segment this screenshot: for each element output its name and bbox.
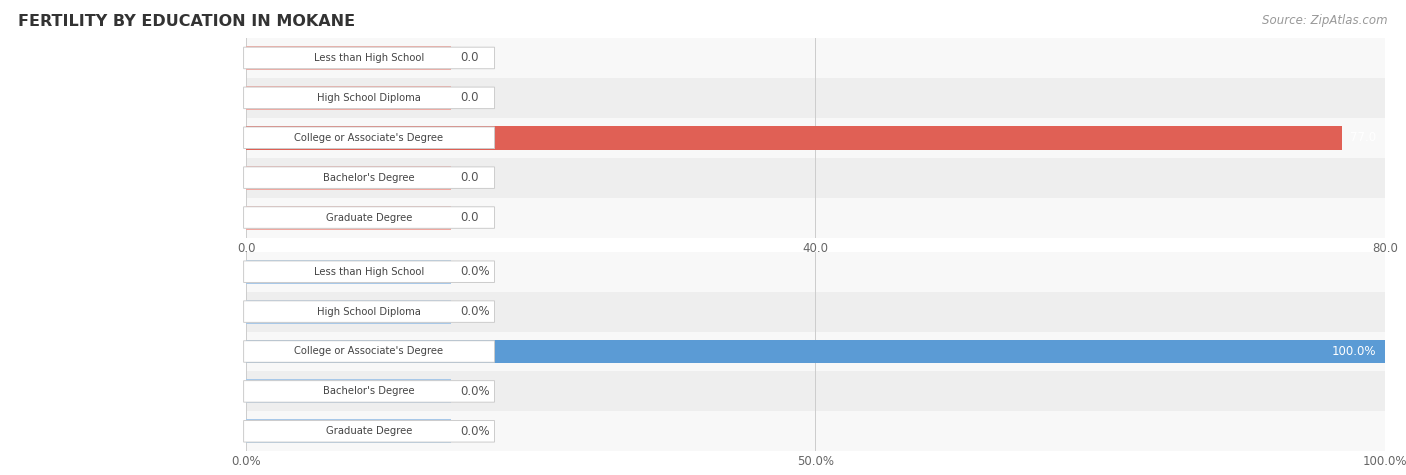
FancyBboxPatch shape xyxy=(246,38,1385,78)
FancyBboxPatch shape xyxy=(243,87,495,109)
Bar xyxy=(246,380,451,403)
Text: 0.0%: 0.0% xyxy=(460,305,489,318)
Text: 0.0: 0.0 xyxy=(460,171,478,184)
Text: 0.0: 0.0 xyxy=(460,91,478,104)
Bar xyxy=(246,86,451,110)
Text: 0.0%: 0.0% xyxy=(460,385,489,398)
FancyBboxPatch shape xyxy=(246,158,1385,198)
FancyBboxPatch shape xyxy=(246,371,1385,411)
Bar xyxy=(246,340,1385,363)
Bar xyxy=(246,126,1343,150)
FancyBboxPatch shape xyxy=(243,380,495,402)
Text: College or Associate's Degree: College or Associate's Degree xyxy=(294,346,444,357)
Text: High School Diploma: High School Diploma xyxy=(318,306,420,317)
FancyBboxPatch shape xyxy=(246,252,1385,292)
Text: Source: ZipAtlas.com: Source: ZipAtlas.com xyxy=(1263,14,1388,27)
FancyBboxPatch shape xyxy=(243,301,495,323)
Bar xyxy=(246,166,451,190)
FancyBboxPatch shape xyxy=(243,207,495,228)
Text: 0.0%: 0.0% xyxy=(460,425,489,438)
FancyBboxPatch shape xyxy=(246,78,1385,118)
Bar xyxy=(246,419,451,443)
Text: Less than High School: Less than High School xyxy=(314,266,425,277)
Text: Bachelor's Degree: Bachelor's Degree xyxy=(323,386,415,397)
Text: 0.0%: 0.0% xyxy=(460,265,489,278)
FancyBboxPatch shape xyxy=(246,198,1385,238)
FancyBboxPatch shape xyxy=(243,47,495,69)
Text: Bachelor's Degree: Bachelor's Degree xyxy=(323,172,415,183)
Text: FERTILITY BY EDUCATION IN MOKANE: FERTILITY BY EDUCATION IN MOKANE xyxy=(18,14,356,29)
Text: College or Associate's Degree: College or Associate's Degree xyxy=(294,133,444,143)
Text: 77.0: 77.0 xyxy=(1350,131,1376,144)
Text: High School Diploma: High School Diploma xyxy=(318,93,420,103)
Text: Less than High School: Less than High School xyxy=(314,53,425,63)
FancyBboxPatch shape xyxy=(246,411,1385,451)
Bar xyxy=(246,206,451,229)
Text: 0.0: 0.0 xyxy=(460,211,478,224)
Text: 100.0%: 100.0% xyxy=(1331,345,1376,358)
Bar xyxy=(246,260,451,284)
Text: Graduate Degree: Graduate Degree xyxy=(326,426,412,437)
Text: 0.0: 0.0 xyxy=(460,51,478,65)
Text: Graduate Degree: Graduate Degree xyxy=(326,212,412,223)
Bar xyxy=(246,300,451,323)
FancyBboxPatch shape xyxy=(243,261,495,283)
FancyBboxPatch shape xyxy=(246,332,1385,371)
FancyBboxPatch shape xyxy=(243,341,495,362)
FancyBboxPatch shape xyxy=(246,292,1385,332)
FancyBboxPatch shape xyxy=(246,118,1385,158)
FancyBboxPatch shape xyxy=(243,127,495,149)
Bar xyxy=(246,46,451,70)
FancyBboxPatch shape xyxy=(243,167,495,189)
FancyBboxPatch shape xyxy=(243,420,495,442)
